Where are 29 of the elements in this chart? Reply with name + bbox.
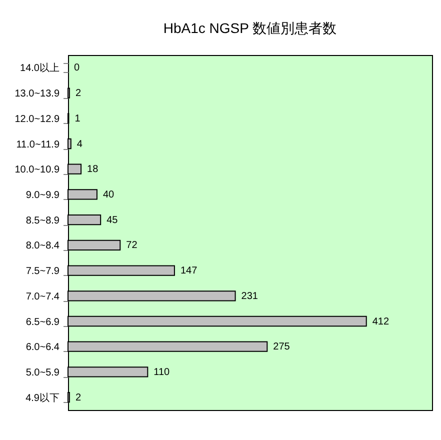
data-label: 275 (273, 342, 290, 353)
y-tick-label: 8.5~8.9 (26, 215, 60, 226)
y-tick-label: 6.0~6.4 (26, 342, 60, 354)
data-label: 0 (74, 62, 80, 74)
data-label: 412 (372, 316, 390, 328)
data-label: 45 (106, 214, 118, 226)
data-label: 4 (76, 138, 83, 150)
data-label: 147 (180, 266, 198, 277)
data-label: 231 (241, 290, 258, 302)
data-label: 110 (154, 366, 170, 378)
data-label: 18 (87, 164, 99, 176)
data-label: 2 (75, 392, 82, 404)
y-tick-label: 11.0~11.9 (16, 139, 60, 150)
y-tick-label: 13.0~13.9 (14, 88, 60, 100)
data-label: 2 (75, 88, 82, 100)
data-label: 1 (74, 113, 81, 124)
y-tick-label: 5.0~5.9 (26, 367, 60, 378)
y-tick-label: 6.5~6.9 (26, 316, 60, 328)
y-tick-label: 14.0以上 (20, 62, 60, 74)
y-tick-label: 12.0~12.9 (14, 114, 60, 125)
chart-title: HbA1c NGSP 数値別患者数 (163, 20, 337, 36)
y-tick-label: 4.9以下 (26, 392, 60, 404)
y-tick-label: 7.5~7.9 (26, 266, 60, 278)
y-tick-label: 8.0~8.4 (26, 240, 60, 252)
y-tick-label: 9.0~9.9 (26, 190, 60, 201)
y-tick-label: 10.0~10.9 (14, 164, 60, 176)
y-tick-label: 7.0~7.4 (26, 291, 60, 302)
data-label: 72 (126, 240, 138, 252)
data-label: 40 (102, 189, 115, 200)
